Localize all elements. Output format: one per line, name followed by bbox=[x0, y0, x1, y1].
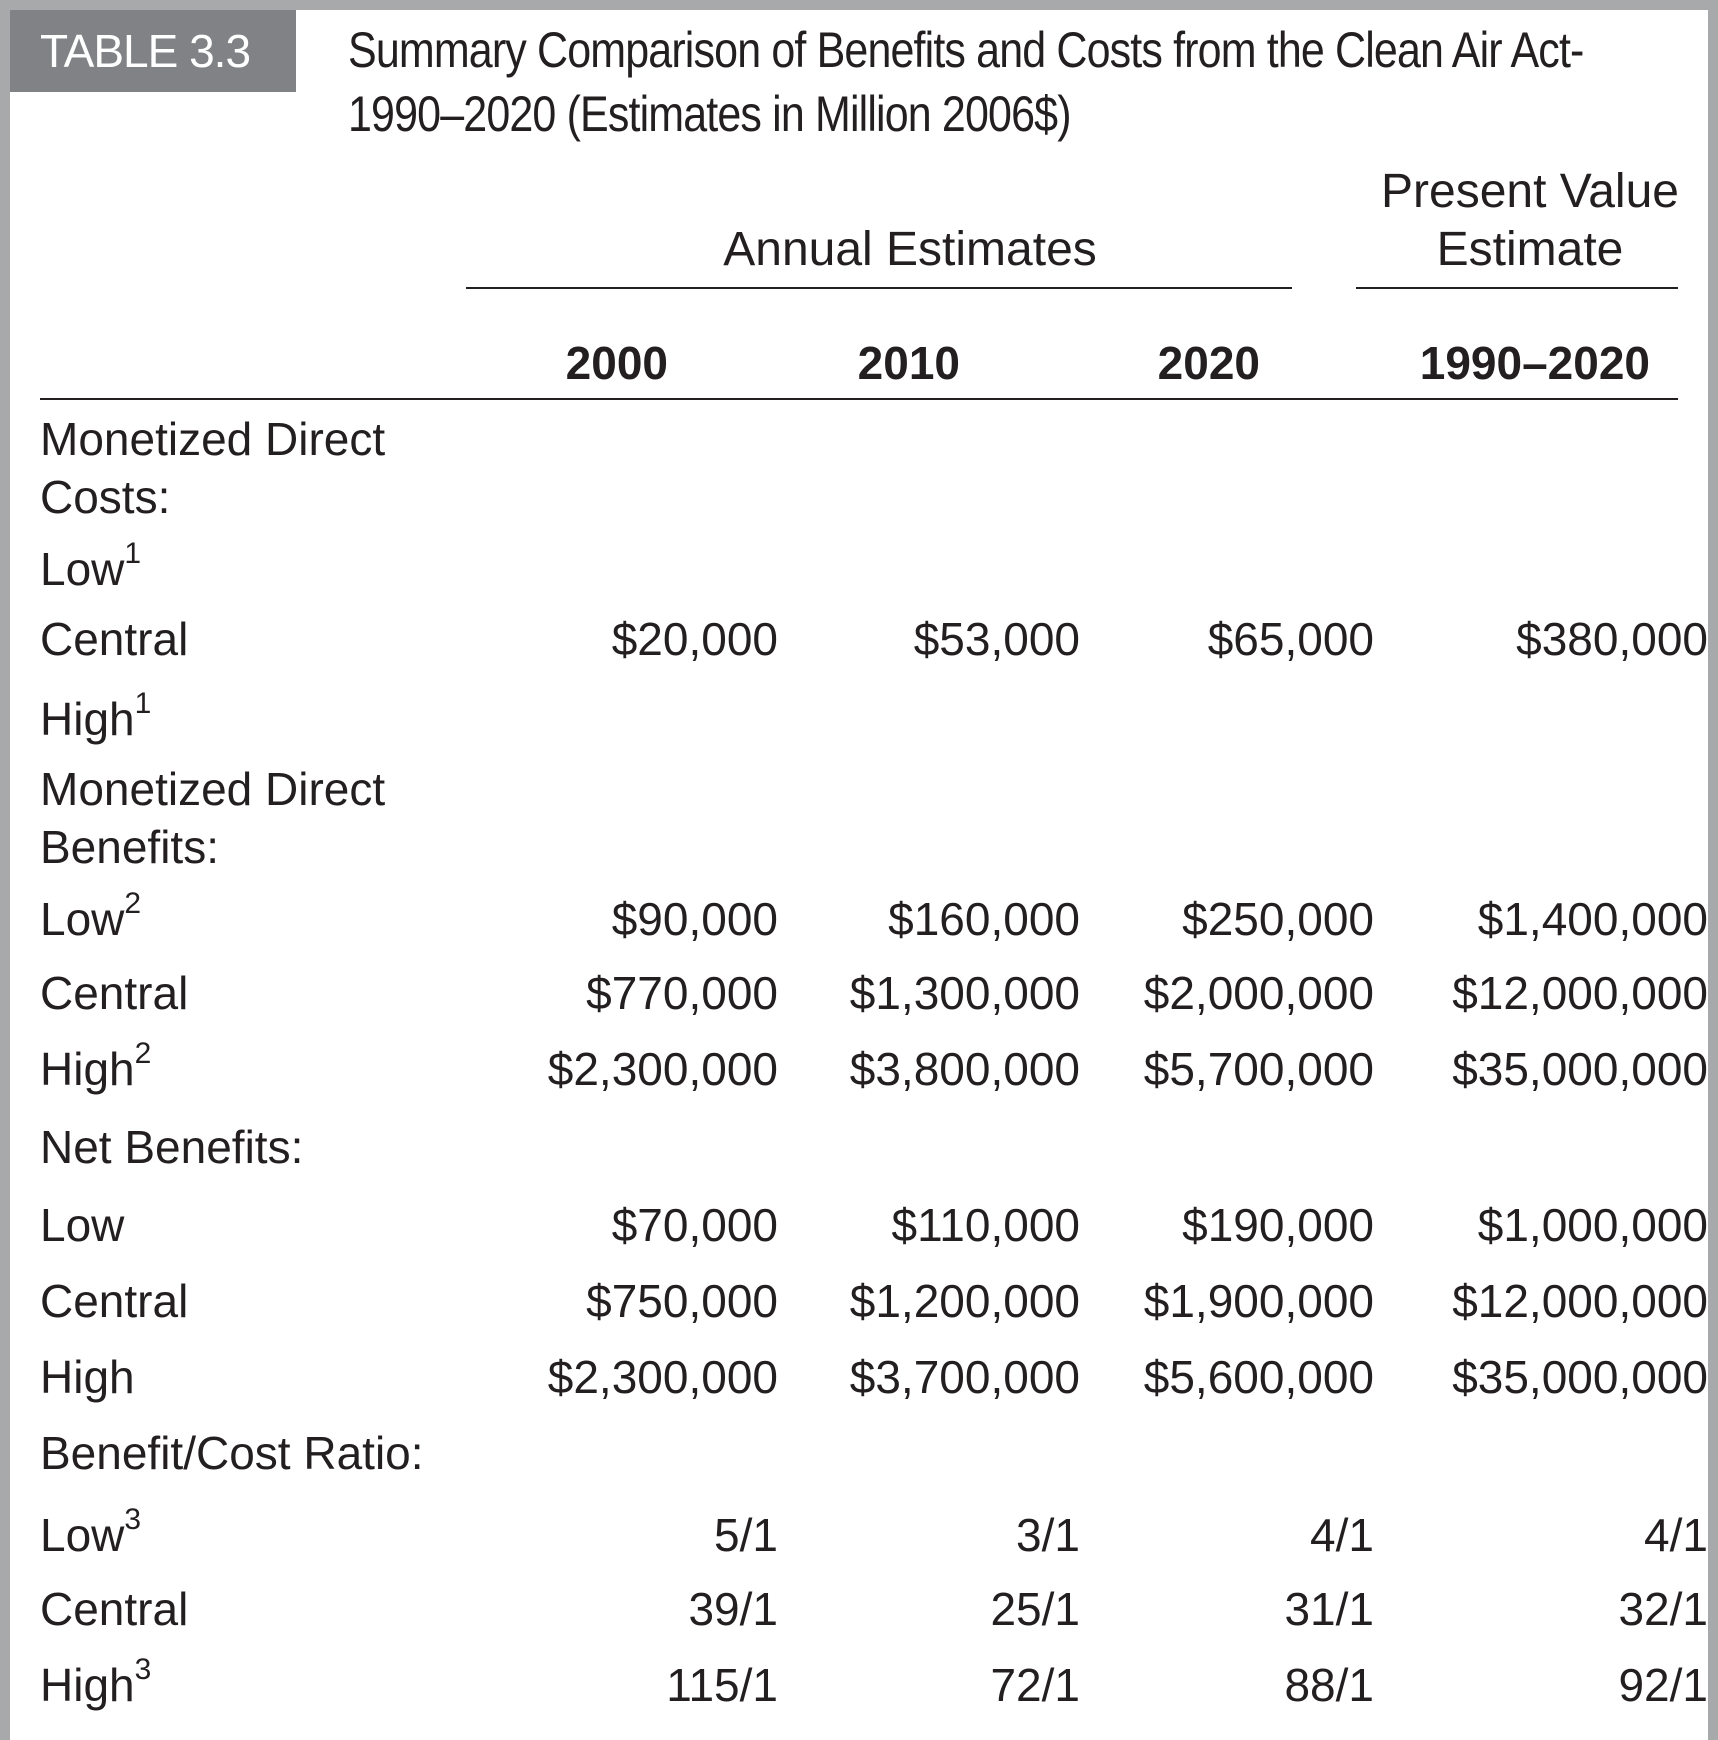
table-row-net-central: Central $750,000 $1,200,000 $1,900,000 $… bbox=[40, 1272, 1708, 1342]
cell-2010: $53,000 bbox=[913, 613, 1080, 665]
present-value-header-line1: Present Value bbox=[1381, 165, 1679, 218]
cell-2010: $3,700,000 bbox=[849, 1351, 1080, 1403]
cell-2000: $90,000 bbox=[611, 893, 778, 945]
table-row-benefits-central: Central $770,000 $1,300,000 $2,000,000 $… bbox=[40, 964, 1708, 1034]
table-row-ratio-low: Low3 5/1 3/1 4/1 4/1 bbox=[40, 1503, 1708, 1576]
section-benefits: Monetized Direct bbox=[40, 760, 1680, 830]
row-label: Low3 bbox=[40, 1503, 142, 1562]
table-label: TABLE 3.3 bbox=[10, 10, 296, 92]
cell-1990-2020: $380,000 bbox=[1516, 613, 1708, 665]
row-label: High1 bbox=[40, 687, 152, 746]
row-label: Central bbox=[40, 613, 189, 665]
row-label: High3 bbox=[40, 1653, 152, 1712]
cell-2000: $2,300,000 bbox=[547, 1043, 778, 1095]
col-header-1990-2020: 1990–2020 bbox=[1419, 337, 1650, 389]
row-label: High2 bbox=[40, 1037, 152, 1096]
cell-2020: $190,000 bbox=[1182, 1199, 1374, 1251]
annual-estimates-header: Annual Estimates bbox=[723, 223, 1097, 276]
table-title: Summary Comparison of Benefits and Costs… bbox=[348, 22, 1584, 142]
cell-2020: $65,000 bbox=[1207, 613, 1374, 665]
cell-2000: $770,000 bbox=[586, 967, 778, 1019]
cell-1990-2020: $12,000,000 bbox=[1452, 967, 1708, 1019]
cell-2010: $1,200,000 bbox=[849, 1275, 1080, 1327]
cell-2010: 25/1 bbox=[990, 1583, 1080, 1635]
cell-2010: 72/1 bbox=[990, 1659, 1080, 1711]
cell-1990-2020: $1,000,000 bbox=[1477, 1199, 1708, 1251]
cell-1990-2020: $35,000,000 bbox=[1452, 1351, 1708, 1403]
cell-2000: $20,000 bbox=[611, 613, 778, 665]
cell-2020: $5,700,000 bbox=[1143, 1043, 1374, 1095]
col-header-2000: 2000 bbox=[565, 337, 668, 389]
section-ratio: Benefit/Cost Ratio: bbox=[40, 1424, 1680, 1494]
cell-1990-2020: 4/1 bbox=[1644, 1509, 1708, 1561]
table-row-ratio-high: High3 115/1 72/1 88/1 92/1 bbox=[40, 1653, 1708, 1726]
section-label: Monetized Direct bbox=[40, 763, 386, 815]
annual-estimates-rule bbox=[466, 287, 1292, 289]
row-label: Central bbox=[40, 1583, 189, 1635]
cell-2010: $110,000 bbox=[891, 1199, 1080, 1251]
cell-2010: $1,300,000 bbox=[849, 967, 1080, 1019]
table-row-net-high: High $2,300,000 $3,700,000 $5,600,000 $3… bbox=[40, 1348, 1708, 1418]
cell-2000: 115/1 bbox=[666, 1659, 778, 1711]
cell-2000: 39/1 bbox=[688, 1583, 778, 1635]
cell-2000: $2,300,000 bbox=[547, 1351, 778, 1403]
cell-2020: $2,000,000 bbox=[1143, 967, 1374, 1019]
section-label: Monetized Direct bbox=[40, 413, 386, 465]
cell-2020: $5,600,000 bbox=[1143, 1351, 1374, 1403]
section-label: Net Benefits: bbox=[40, 1121, 304, 1173]
table-row-costs-low: Low1 bbox=[40, 537, 1680, 610]
section-label: Benefit/Cost Ratio: bbox=[40, 1427, 424, 1479]
table-row-ratio-central: Central 39/1 25/1 31/1 32/1 bbox=[40, 1580, 1708, 1650]
cell-2020: 88/1 bbox=[1284, 1659, 1374, 1711]
table-row-costs-central: Central $20,000 $53,000 $65,000 $380,000 bbox=[40, 610, 1708, 680]
cell-1990-2020: $35,000,000 bbox=[1452, 1043, 1708, 1095]
col-header-2010: 2010 bbox=[857, 337, 960, 389]
cell-2020: 4/1 bbox=[1310, 1509, 1374, 1561]
cell-2010: $3,800,000 bbox=[849, 1043, 1080, 1095]
header-rule bbox=[40, 398, 1678, 400]
present-value-header-line2: Estimate bbox=[1436, 223, 1624, 276]
section-benefits-cont: Benefits: bbox=[40, 818, 1680, 888]
section-costs-cont: Costs: bbox=[40, 468, 1680, 538]
col-header-2020: 2020 bbox=[1157, 337, 1260, 389]
cell-2020: $1,900,000 bbox=[1143, 1275, 1374, 1327]
section-label: Benefits: bbox=[40, 821, 219, 873]
row-label: Low2 bbox=[40, 887, 142, 946]
section-costs: Monetized Direct bbox=[40, 410, 1680, 480]
row-label: Low1 bbox=[40, 537, 142, 596]
table-row-benefits-high: High2 $2,300,000 $3,800,000 $5,700,000 $… bbox=[40, 1037, 1708, 1110]
cell-2000: 5/1 bbox=[714, 1509, 778, 1561]
table-row-costs-high: High1 bbox=[40, 687, 1680, 760]
section-net-benefits: Net Benefits: bbox=[40, 1118, 1680, 1188]
table-row-net-low: Low $70,000 $110,000 $190,000 $1,000,000 bbox=[40, 1196, 1708, 1266]
cell-1990-2020: $1,400,000 bbox=[1477, 893, 1708, 945]
cell-2020: $250,000 bbox=[1182, 893, 1374, 945]
cell-2010: 3/1 bbox=[1016, 1509, 1080, 1561]
cell-2000: $750,000 bbox=[586, 1275, 778, 1327]
cell-2020: 31/1 bbox=[1284, 1583, 1374, 1635]
cell-2000: $70,000 bbox=[611, 1199, 778, 1251]
cell-1990-2020: $12,000,000 bbox=[1452, 1275, 1708, 1327]
row-label: Central bbox=[40, 1275, 189, 1327]
cell-1990-2020: 92/1 bbox=[1618, 1659, 1708, 1711]
section-label: Costs: bbox=[40, 471, 171, 523]
row-label: Low bbox=[40, 1199, 125, 1251]
table-row-benefits-low: Low2 $90,000 $160,000 $250,000 $1,400,00… bbox=[40, 887, 1708, 960]
present-value-rule bbox=[1356, 287, 1678, 289]
cell-1990-2020: 32/1 bbox=[1618, 1583, 1708, 1635]
row-label: Central bbox=[40, 967, 189, 1019]
cell-2010: $160,000 bbox=[888, 893, 1080, 945]
row-label: High bbox=[40, 1351, 135, 1403]
